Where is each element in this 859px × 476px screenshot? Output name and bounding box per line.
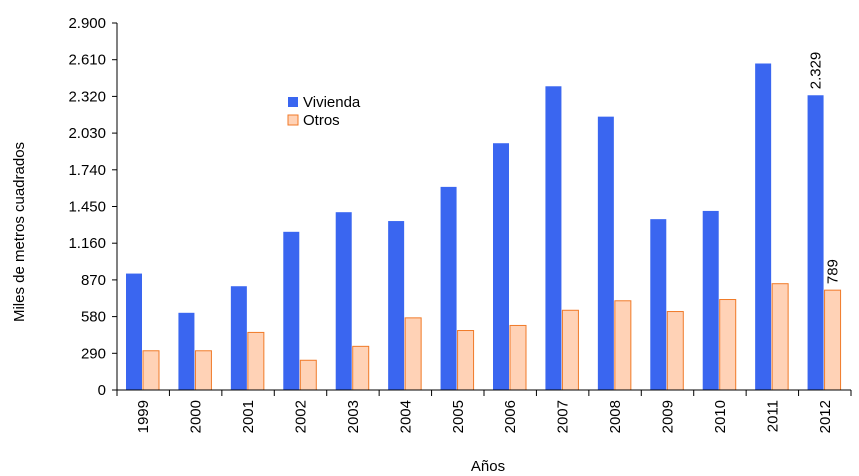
x-tick-label: 2001 (240, 400, 257, 433)
bar-vivienda-2011 (755, 63, 772, 390)
bar-vivienda-2004 (388, 221, 405, 390)
x-ticks-group: 1999 2000 2001 2002 2003 2004 2005 2006 2007 2008… (116, 390, 852, 433)
y-tick-label: 2.320 (68, 88, 106, 105)
y-tick-label: 2.610 (68, 52, 106, 69)
y-tick-label: 1.160 (68, 235, 106, 252)
bar-vivienda-2000 (178, 312, 195, 390)
axes-group (116, 23, 851, 391)
x-tick-label: 2000 (188, 400, 205, 433)
bar-otros-2000 (194, 350, 212, 391)
legend-swatch-otros (287, 114, 299, 126)
y-tick-label: 1.450 (68, 199, 106, 216)
x-tick-label: 2006 (502, 400, 519, 433)
x-tick-label: 2008 (607, 400, 624, 433)
x-tick-label: 2010 (712, 400, 729, 433)
legend: Vivienda Otros (287, 94, 361, 129)
bar-otros-2002 (299, 359, 317, 391)
y-tick-label: 2.030 (68, 125, 106, 142)
x-tick-label: 2003 (345, 400, 362, 433)
data-labels-group: 2.329 789 (808, 52, 842, 284)
x-tick-label: 2004 (397, 400, 414, 433)
bar-otros-2009 (666, 311, 684, 391)
x-tick-label: 2007 (555, 400, 572, 433)
bar-vivienda-2006 (493, 143, 509, 390)
x-tick-label: 1999 (135, 400, 152, 433)
data-label-vivienda-2012: 2.329 (808, 52, 825, 90)
legend-label-otros: Otros (303, 112, 340, 129)
bar-otros-2005 (457, 330, 475, 391)
bar-otros-1999 (142, 350, 160, 391)
legend-label-vivienda: Vivienda (303, 94, 361, 111)
bar-vivienda-2010 (702, 210, 719, 390)
bars-group (126, 63, 842, 391)
y-ticks-group: 0 290 580 870 1.160 1.450 1.740 2.030 2.320 2.610… (68, 15, 117, 399)
x-tick-label: 2012 (817, 400, 834, 433)
y-tick-label: 290 (81, 345, 106, 362)
x-tick-label: 2002 (293, 400, 310, 433)
bar-otros-2003 (352, 345, 370, 391)
y-tick-label: 2.900 (68, 15, 106, 32)
bar-vivienda-2003 (335, 212, 352, 390)
bar-otros-2012 (824, 289, 842, 391)
bar-vivienda-1999 (126, 273, 142, 390)
bar-vivienda-2001 (230, 286, 247, 390)
y-tick-label: 0 (98, 382, 106, 399)
x-tick-label: 2009 (660, 400, 677, 433)
y-tick-label: 580 (81, 309, 106, 326)
x-tick-label: 2011 (764, 400, 781, 432)
bar-otros-2008 (614, 300, 632, 391)
data-label-otros-2012: 789 (825, 259, 842, 284)
legend-swatch-vivienda (288, 97, 298, 107)
bar-otros-2011 (771, 283, 789, 391)
bar-vivienda-2009 (650, 219, 667, 390)
bar-vivienda-2005 (440, 186, 457, 390)
bar-vivienda-2007 (545, 86, 562, 390)
y-tick-label: 870 (81, 272, 106, 289)
bar-vivienda-2008 (597, 116, 614, 390)
bar-otros-2004 (404, 317, 422, 391)
bar-otros-2001 (247, 331, 265, 391)
bar-otros-2006 (509, 324, 527, 391)
x-tick-label: 2005 (450, 400, 467, 433)
y-axis-title: Miles de metros cuadrados (11, 142, 28, 322)
bar-otros-2010 (719, 299, 737, 391)
y-tick-label: 1.740 (68, 162, 106, 179)
bar-vivienda-2012 (807, 95, 824, 390)
bar-otros-2007 (561, 309, 579, 391)
bar-vivienda-2002 (283, 231, 300, 390)
x-axis-title: Años (471, 458, 505, 475)
